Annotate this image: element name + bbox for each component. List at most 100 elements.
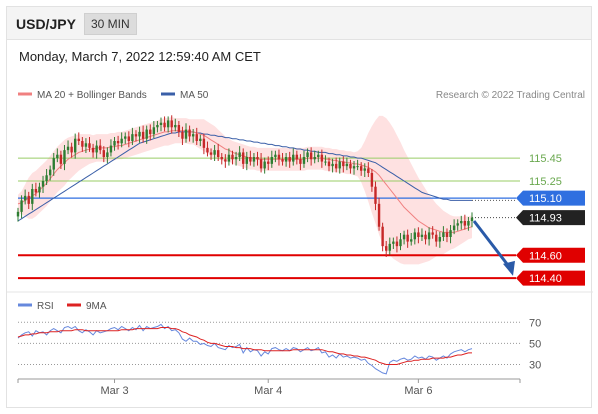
ma50-line <box>17 131 472 222</box>
candle-body <box>88 143 91 148</box>
candle-body <box>406 234 409 242</box>
level-labels: 115.45 115.25 115.10 114.93 114.60 114.40 <box>516 153 585 286</box>
timeframe-button[interactable]: 30 MIN <box>84 13 137 35</box>
candle-body <box>245 157 248 164</box>
main-legend: MA 20 + Bollinger Bands MA 50 <box>18 90 209 101</box>
candle-body <box>334 163 338 169</box>
x-tick-label: Mar 3 <box>100 385 128 397</box>
candle-body <box>374 186 377 204</box>
candle-body <box>134 134 138 137</box>
candle-body <box>388 243 391 251</box>
rsi-tick-30: 30 <box>529 359 541 371</box>
level-lines <box>18 157 520 280</box>
candle-body <box>263 161 266 169</box>
candle-body <box>227 154 231 162</box>
candle-body <box>174 125 177 128</box>
candle-body <box>77 138 80 141</box>
candle-body <box>206 147 209 153</box>
candle-body <box>113 141 116 146</box>
candle-body <box>302 157 306 164</box>
candle-body <box>195 134 198 141</box>
candle-body <box>256 157 259 160</box>
candle-body <box>299 159 302 164</box>
rsi-legend: RSI 9MA <box>18 301 107 312</box>
candle-body <box>52 158 55 170</box>
level-label-115.25: 115.25 <box>529 176 562 188</box>
candle-body <box>435 234 438 242</box>
candle-body <box>231 154 234 160</box>
candle-body <box>370 173 374 187</box>
candle-body <box>309 152 313 160</box>
candle-body <box>170 120 173 128</box>
chart-header: USD/JPY 30 MIN <box>7 7 591 40</box>
candle-body <box>342 161 345 167</box>
legend-9ma-label: 9MA <box>86 301 107 312</box>
candle-body <box>124 136 127 139</box>
candle-body <box>70 146 73 153</box>
level-label-115.10: 115.10 <box>529 193 562 205</box>
candle-body <box>224 159 227 162</box>
candle-body <box>295 154 299 160</box>
candle-body <box>145 129 148 139</box>
candle-body <box>20 200 23 212</box>
candle-body <box>463 221 467 226</box>
rsi-tick-70: 70 <box>529 317 541 329</box>
candle-body <box>317 154 320 157</box>
candle-body <box>34 189 38 193</box>
candle-body <box>249 157 252 162</box>
candle-body <box>320 154 324 162</box>
candle-body <box>284 157 288 162</box>
candle-body <box>349 163 352 169</box>
candle-body <box>359 166 363 171</box>
rsi-line <box>17 323 473 375</box>
candle-body <box>420 234 424 237</box>
bollinger-band-layer <box>18 115 472 265</box>
candle-body <box>367 168 370 173</box>
level-label-114.93: 114.93 <box>529 213 562 225</box>
candle-body <box>456 223 459 226</box>
candle-body <box>442 232 445 237</box>
candle-body <box>327 161 331 167</box>
candle-body <box>410 239 413 242</box>
candle-body <box>292 154 295 162</box>
level-label-115.45: 115.45 <box>529 153 562 165</box>
bollinger-band-fill <box>18 115 472 265</box>
candle-body <box>141 131 145 139</box>
legend-swatch-9ma <box>67 303 81 307</box>
candle-body <box>95 145 98 153</box>
candle-body <box>159 122 163 125</box>
candle-layer <box>16 115 474 257</box>
candle-body <box>385 246 388 251</box>
candle-body <box>181 131 184 139</box>
candle-body <box>91 147 95 153</box>
candle-body <box>138 131 141 137</box>
legend-swatch-rsi <box>18 303 32 307</box>
candle-body <box>267 161 270 164</box>
candle-body <box>27 195 30 204</box>
candle-body <box>445 232 449 237</box>
candle-body <box>306 152 309 157</box>
candle-body <box>156 125 159 128</box>
candle-body <box>120 138 123 144</box>
candle-body <box>184 129 188 139</box>
candle-body <box>99 145 102 151</box>
candle-body <box>460 221 463 224</box>
legend-rsi-label: RSI <box>37 301 54 312</box>
rsi-panel: 70 50 30 <box>17 317 541 375</box>
candle-body <box>199 138 202 141</box>
candle-body <box>188 129 191 137</box>
candle-body <box>270 157 274 164</box>
candle-body <box>106 152 109 157</box>
candle-body <box>402 234 406 240</box>
level-label-114.60: 114.60 <box>529 250 562 262</box>
candle-body <box>470 217 474 221</box>
candle-body <box>84 143 88 147</box>
forecast-arrow-shaft <box>472 220 512 269</box>
candle-body <box>238 152 241 157</box>
research-credit: Research © 2022 Trading Central <box>436 90 585 101</box>
candle-body <box>338 161 341 169</box>
chart-canvas: MA 20 + Bollinger Bands MA 50 Research ©… <box>7 90 593 397</box>
candle-body <box>116 141 120 144</box>
legend-swatch-ma50 <box>161 92 175 96</box>
candle-body <box>424 234 427 240</box>
